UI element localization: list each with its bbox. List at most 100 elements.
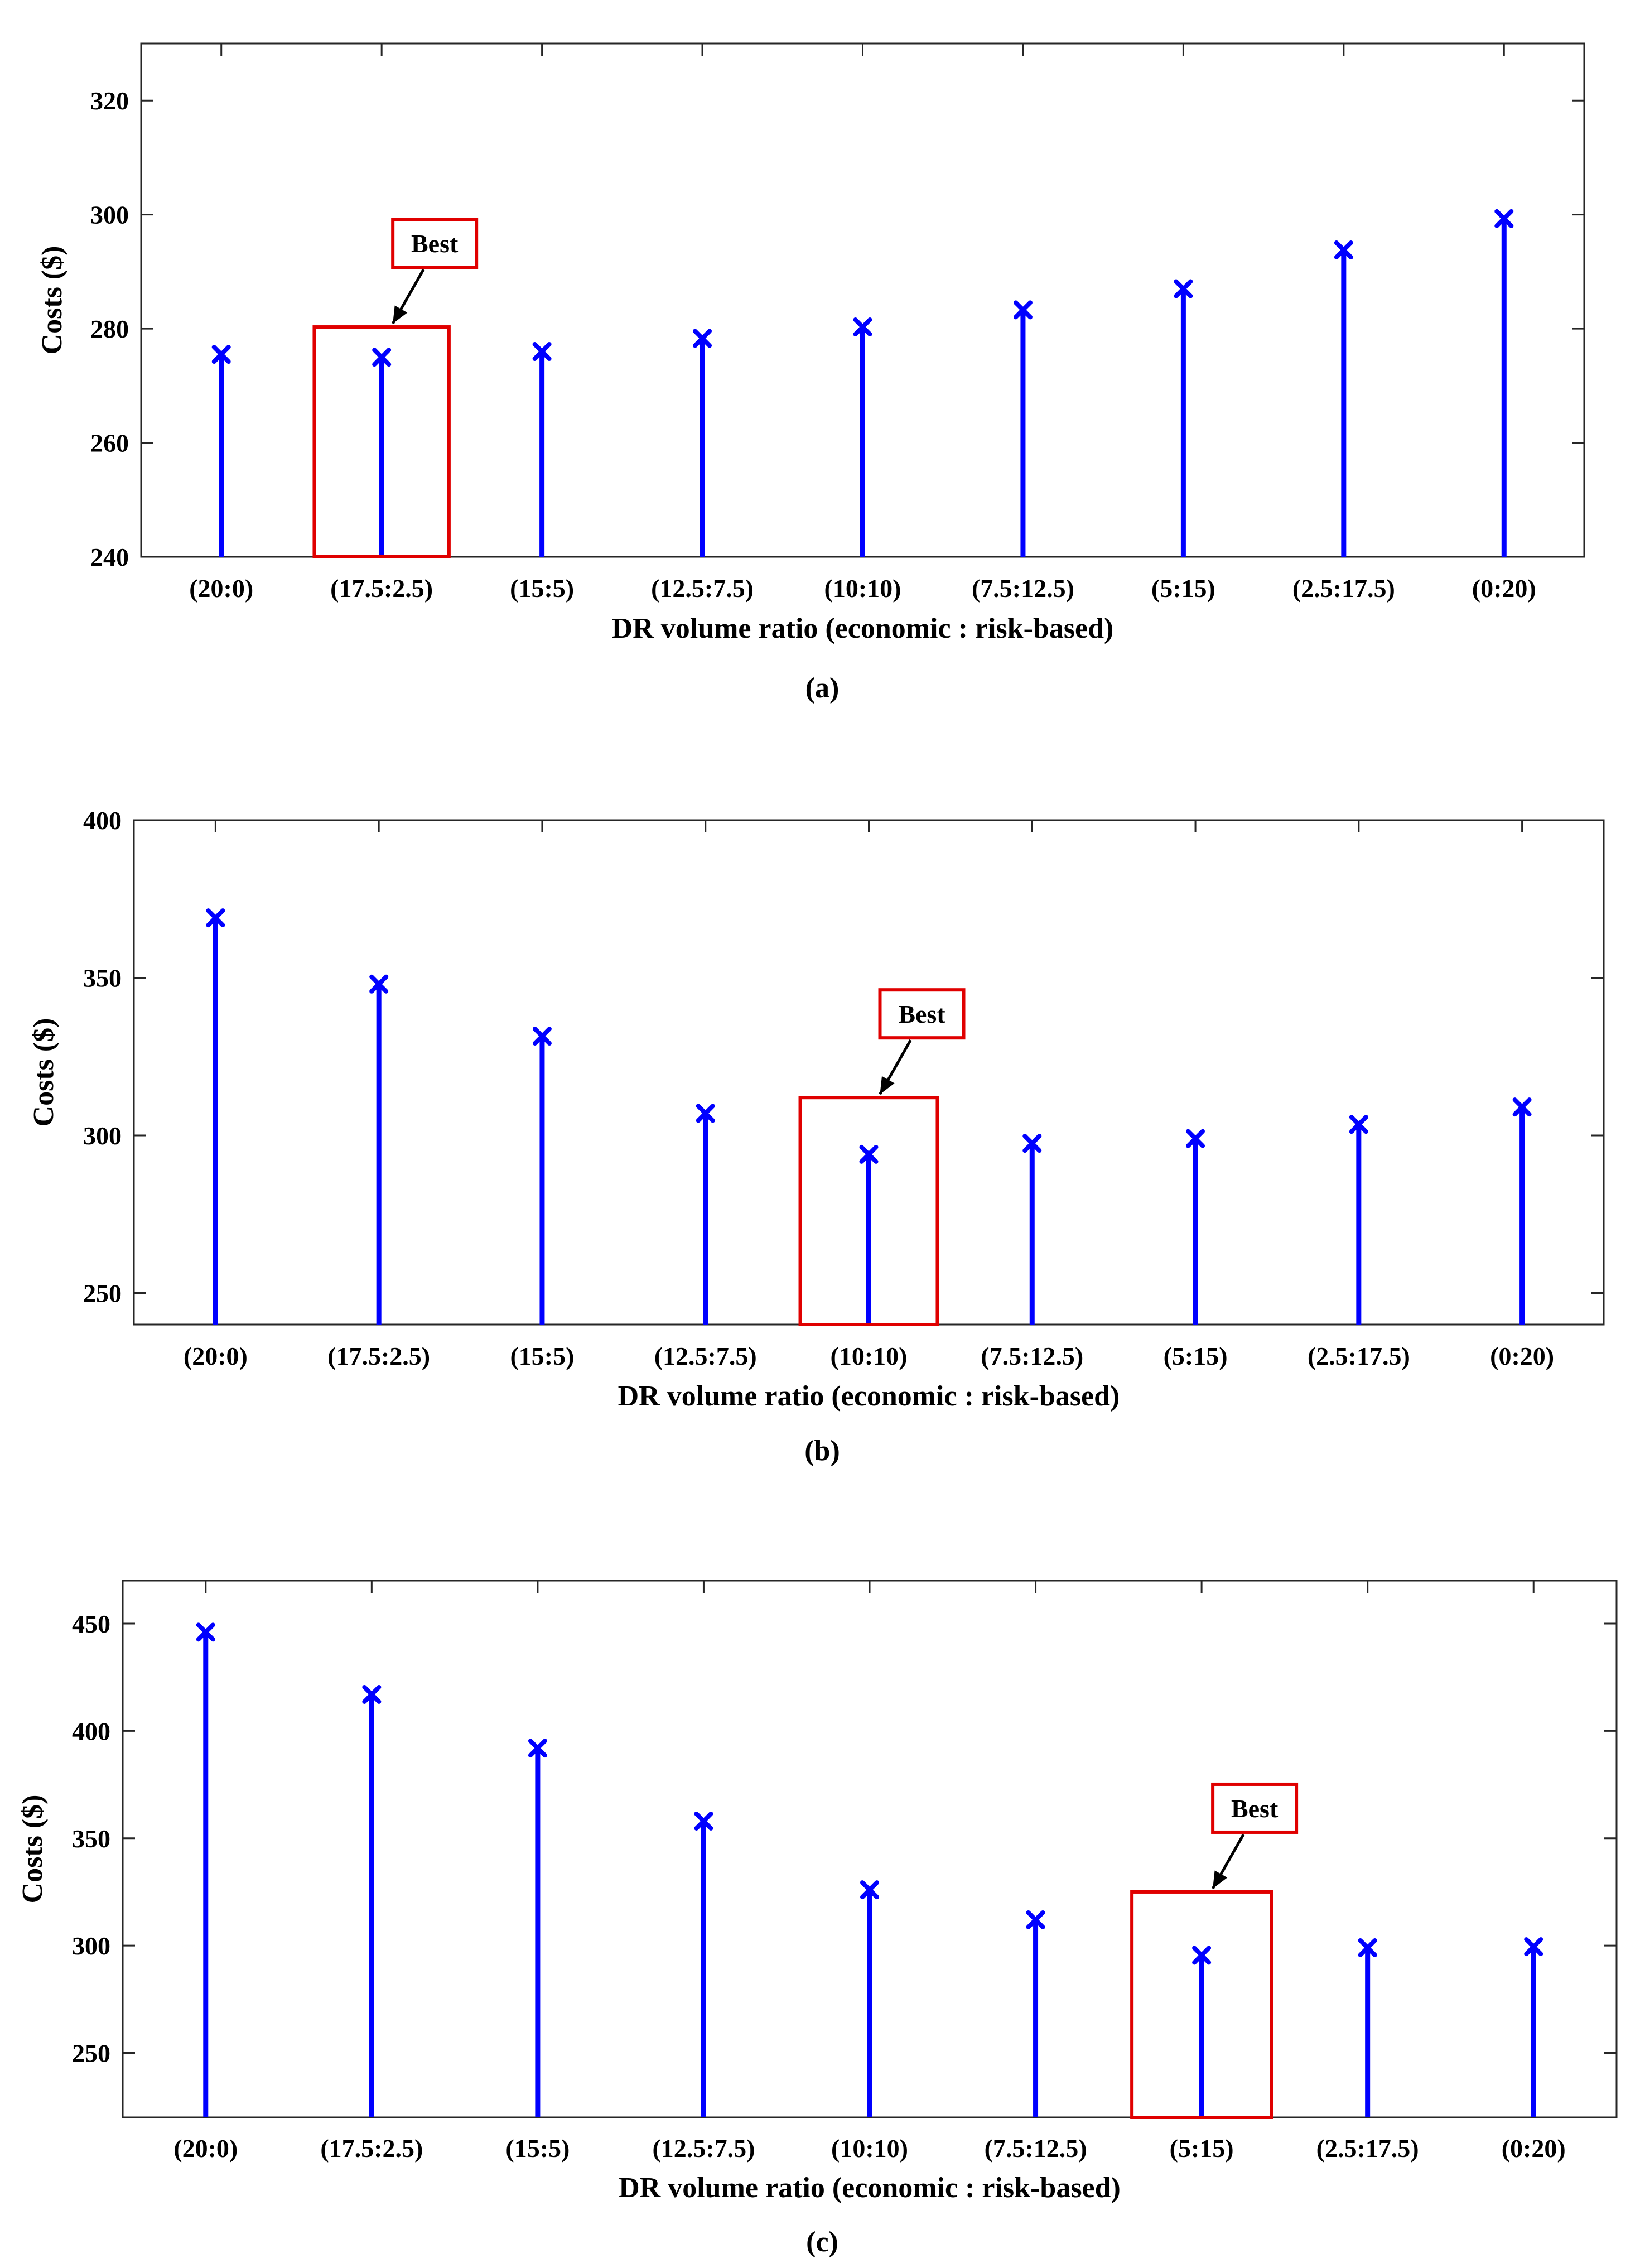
marker-stroke <box>211 345 231 364</box>
marker-stroke <box>694 1811 713 1831</box>
x-tick-label: (5:15) <box>1170 2134 1234 2163</box>
panels: 240 260 280 300 320 (20:0) (17.5:2.5) (15:5) (12… <box>17 42 1618 2258</box>
data-point-marker <box>1022 1134 1042 1153</box>
best-callout-label: Best <box>1231 1794 1279 1823</box>
marker-stroke <box>1494 209 1514 228</box>
marker-stroke <box>1334 240 1353 260</box>
marker-stroke <box>1186 1129 1205 1148</box>
data-point-marker <box>196 1622 215 1642</box>
x-axis-title: DR volume ratio (economic : risk-based) <box>618 1380 1120 1412</box>
marker-stroke <box>1192 1946 1212 1965</box>
data-point-marker <box>696 1104 715 1123</box>
data-point-marker <box>1512 1097 1532 1117</box>
marker-stroke <box>1174 279 1193 298</box>
data-point-marker <box>1026 1910 1045 1929</box>
x-tick-label: (5:15) <box>1164 1342 1228 1370</box>
x-tick-label: (17.5:2.5) <box>327 1342 430 1370</box>
data-point-marker <box>532 342 552 361</box>
x-tick-label: (7.5:12.5) <box>981 1342 1083 1370</box>
marker-stroke <box>196 1622 215 1642</box>
x-tick-label: (15:5) <box>510 1342 574 1370</box>
marker-stroke <box>532 1027 552 1046</box>
x-tick-label: (2.5:17.5) <box>1316 2134 1419 2163</box>
best-callout-box <box>391 218 479 269</box>
best-callout-box <box>1211 1782 1299 1834</box>
y-tick-label: 350 <box>83 964 122 993</box>
y-tick-label: 400 <box>72 1717 110 1745</box>
data-point-marker <box>694 1811 713 1831</box>
x-tick-label: (10:10) <box>824 574 901 603</box>
marker-stroke <box>372 348 392 367</box>
best-highlight-box <box>798 1096 939 1326</box>
x-tick-label: (17.5:2.5) <box>320 2134 423 2163</box>
data-point-marker <box>206 908 225 928</box>
data-point-marker <box>1192 1946 1212 1965</box>
panel-label: (b) <box>804 1435 840 1467</box>
x-axis-title: DR volume ratio (economic : risk-based) <box>619 2172 1121 2204</box>
data-point-marker <box>211 345 231 364</box>
best-callout-box <box>878 988 966 1040</box>
x-tick-label: (20:0) <box>184 1342 248 1370</box>
marker-stroke <box>860 1880 879 1900</box>
y-tick-label: 450 <box>72 1610 110 1638</box>
data-point-marker <box>1013 300 1033 320</box>
marker-stroke <box>1022 1134 1042 1153</box>
data-point-marker <box>853 317 872 337</box>
y-axis-title: Costs ($) <box>36 246 68 355</box>
data-point-marker <box>362 1684 382 1704</box>
data-point-marker <box>693 329 712 348</box>
best-callout-arrowhead <box>393 305 408 324</box>
marker-stroke <box>853 317 872 337</box>
data-point-marker <box>1494 209 1514 228</box>
panel-label: (a) <box>805 672 840 704</box>
data-point-marker <box>1174 279 1193 298</box>
x-tick-label: (5:15) <box>1151 574 1215 603</box>
x-tick-label: (7.5:12.5) <box>972 574 1074 603</box>
y-axis-title: Costs ($) <box>28 1018 60 1127</box>
data-point-marker <box>1334 240 1353 260</box>
x-tick-label: (15:5) <box>505 2134 570 2163</box>
y-tick-label: 280 <box>90 315 129 343</box>
x-axis-title: DR volume ratio (economic : risk-based) <box>612 613 1114 644</box>
y-tick-label: 300 <box>72 1932 110 1960</box>
marker-stroke <box>1358 1938 1377 1958</box>
y-tick-label: 300 <box>90 201 129 229</box>
best-callout-label: Best <box>411 229 459 258</box>
marker-stroke <box>1512 1097 1532 1117</box>
y-tick-label: 400 <box>83 806 122 835</box>
best-highlight-box <box>1130 1890 1273 2119</box>
x-tick-label: (10:10) <box>831 1342 908 1370</box>
x-tick-label: (0:20) <box>1490 1342 1554 1370</box>
best-callout-arrowhead <box>1213 1870 1228 1889</box>
panel-a: 240 260 280 300 320 (20:0) (17.5:2.5) (15:5) (12… <box>36 42 1585 704</box>
y-tick-label: 260 <box>90 429 129 458</box>
marker-stroke <box>696 1104 715 1123</box>
x-tick-label: (12.5:7.5) <box>654 1342 757 1370</box>
y-tick-label: 250 <box>83 1279 122 1308</box>
x-tick-label: (17.5:2.5) <box>330 574 433 603</box>
y-tick-label: 350 <box>72 1824 110 1853</box>
marker-stroke <box>528 1739 547 1758</box>
marker-stroke <box>693 329 712 348</box>
data-point-marker <box>532 1027 552 1046</box>
data-point-marker <box>528 1739 547 1758</box>
x-tick-label: (10:10) <box>831 2134 908 2163</box>
panel-c: 250 300 350 400 450 (20:0) (17.5:2.5) (15:5) (12… <box>17 1580 1618 2258</box>
panel-b: 250 300 350 400 (20:0) (17.5:2.5) (15:5) (12.5:… <box>28 806 1605 1467</box>
best-callout-label: Best <box>898 1000 945 1028</box>
panel-label: (c) <box>806 2226 838 2258</box>
y-tick-label: 300 <box>83 1121 122 1150</box>
marker-stroke <box>362 1684 382 1704</box>
y-axis-title: Costs ($) <box>17 1795 49 1904</box>
marker-stroke <box>859 1144 879 1164</box>
y-tick-label: 240 <box>90 543 129 571</box>
data-point-marker <box>1186 1129 1205 1148</box>
marker-stroke <box>1349 1115 1368 1134</box>
y-tick-label: 250 <box>72 2039 110 2068</box>
marker-stroke <box>1524 1937 1543 1957</box>
data-point-marker <box>1524 1937 1543 1957</box>
data-point-marker <box>1349 1115 1368 1134</box>
data-point-marker <box>1358 1938 1377 1958</box>
